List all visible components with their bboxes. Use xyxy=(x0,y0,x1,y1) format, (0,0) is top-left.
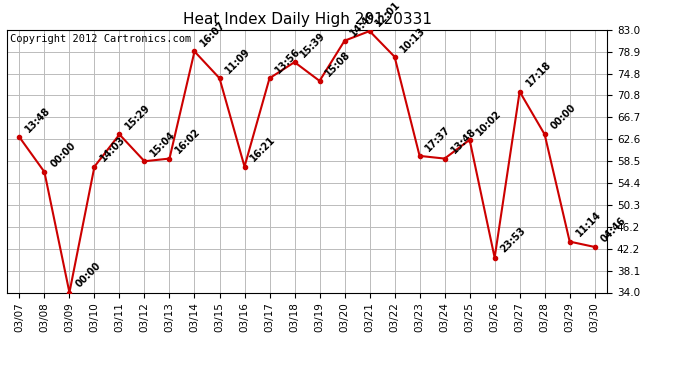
Text: 00:00: 00:00 xyxy=(74,261,103,290)
Text: 17:37: 17:37 xyxy=(424,124,453,153)
Text: 23:53: 23:53 xyxy=(499,226,528,255)
Text: 14:03: 14:03 xyxy=(99,135,128,164)
Title: Heat Index Daily High 20120331: Heat Index Daily High 20120331 xyxy=(183,12,431,27)
Text: 13:48: 13:48 xyxy=(448,127,478,156)
Text: 00:00: 00:00 xyxy=(549,103,578,132)
Text: 15:04: 15:04 xyxy=(148,129,177,159)
Text: 16:02: 16:02 xyxy=(174,127,203,156)
Text: 16:07: 16:07 xyxy=(199,20,228,49)
Text: 14:46: 14:46 xyxy=(348,9,377,38)
Text: 15:29: 15:29 xyxy=(124,103,152,132)
Text: Copyright 2012 Cartronics.com: Copyright 2012 Cartronics.com xyxy=(10,34,191,44)
Text: 10:13: 10:13 xyxy=(399,25,428,54)
Text: 04:46: 04:46 xyxy=(599,215,628,244)
Text: 16:21: 16:21 xyxy=(248,135,277,164)
Text: 17:18: 17:18 xyxy=(524,60,553,89)
Text: 12:01: 12:01 xyxy=(374,0,403,28)
Text: 15:08: 15:08 xyxy=(324,49,353,78)
Text: 13:56: 13:56 xyxy=(274,46,303,75)
Text: 10:02: 10:02 xyxy=(474,108,503,137)
Text: 11:09: 11:09 xyxy=(224,46,253,75)
Text: 00:00: 00:00 xyxy=(48,140,77,169)
Text: 15:39: 15:39 xyxy=(299,30,328,59)
Text: 13:48: 13:48 xyxy=(23,105,52,134)
Text: 11:14: 11:14 xyxy=(574,210,603,239)
